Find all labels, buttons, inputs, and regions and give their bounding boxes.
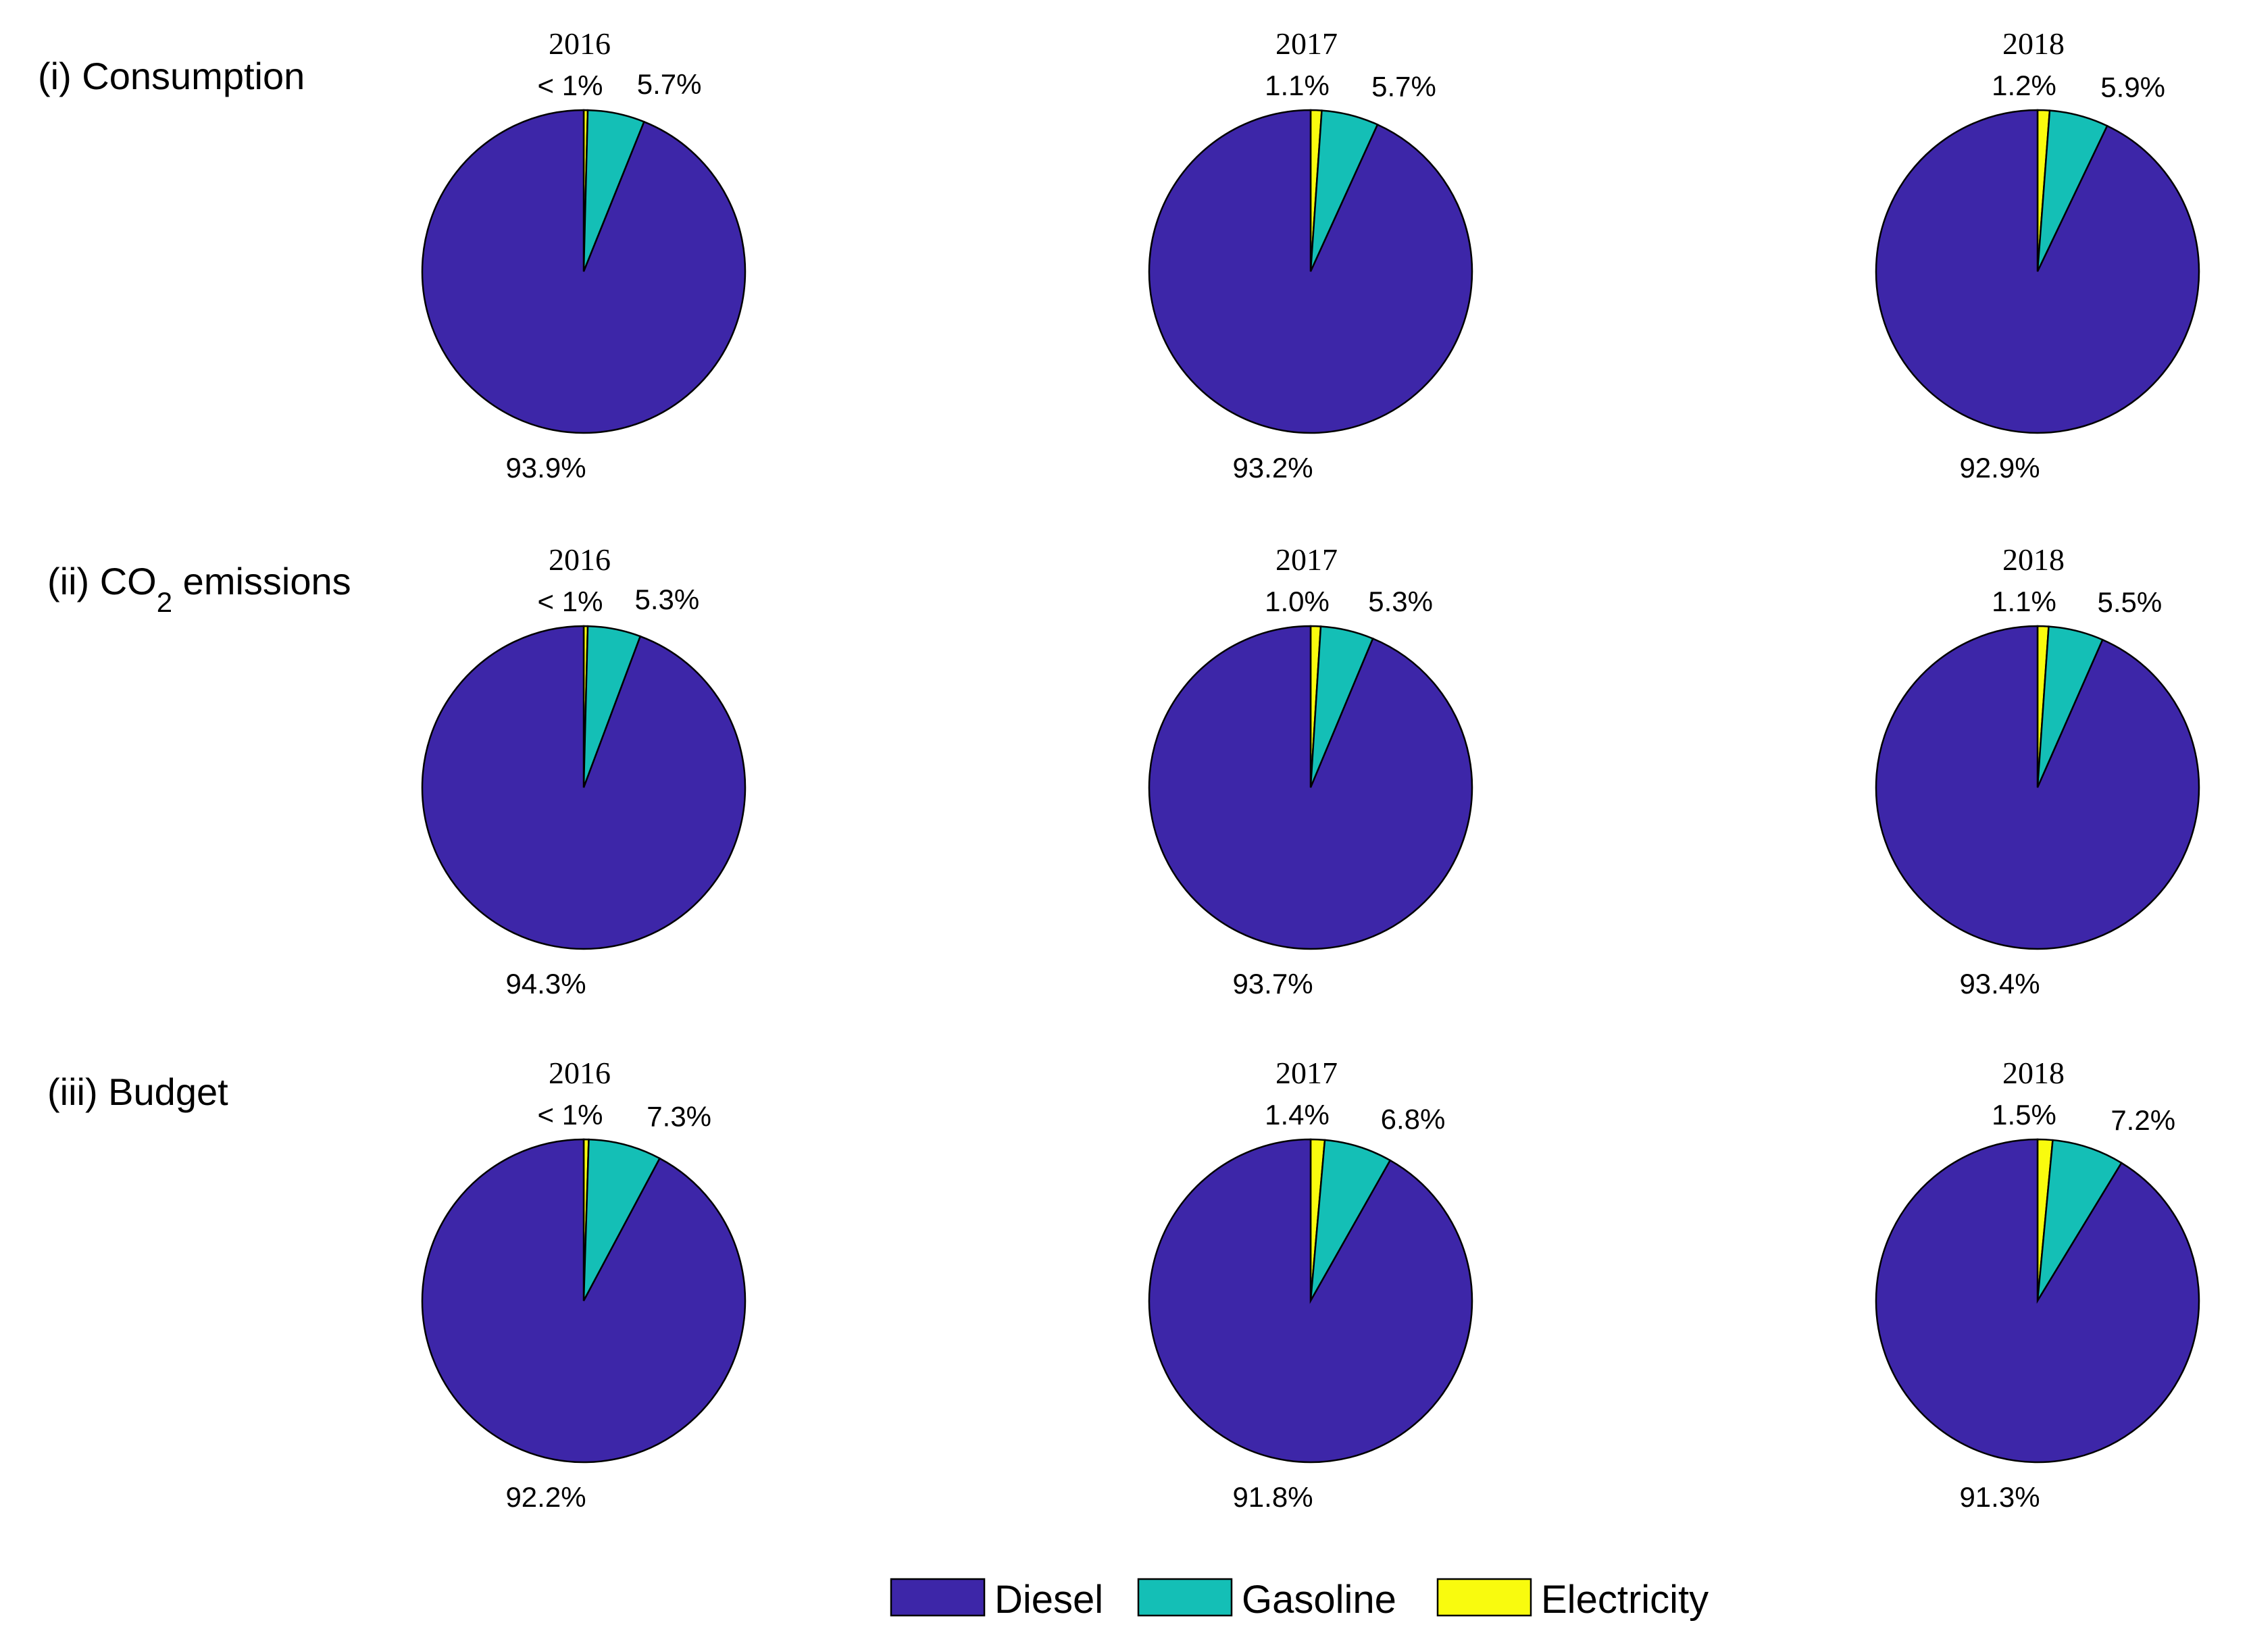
pie-title-r1-2016: 2016 xyxy=(549,542,611,577)
legend-swatch-electricity xyxy=(1436,1578,1532,1617)
pie-label-diesel-r2-2016: 92.2% xyxy=(505,1481,586,1513)
legend-swatch-diesel xyxy=(890,1578,986,1617)
row-title-budget: (iii) Budget xyxy=(47,1070,228,1113)
pie-label-electricity-r1-2018: 1.1% xyxy=(1992,586,2056,617)
pie-label-gasoline-r1-2017: 5.3% xyxy=(1368,586,1433,617)
legend-label-electricity: Electricity xyxy=(1541,1578,1709,1622)
pie-label-electricity-r1-2017: 1.0% xyxy=(1265,586,1330,617)
pie-slice-gasoline-r2-2018 xyxy=(2036,1139,2123,1301)
pie-title-r1-2017: 2017 xyxy=(1275,542,1338,577)
pie-label-diesel-r1-2017: 93.7% xyxy=(1232,968,1313,1000)
pie-label-electricity-r0-2017: 1.1% xyxy=(1265,70,1330,101)
pie-title-r1-2018: 2018 xyxy=(2002,542,2065,577)
pie-slice-diesel-r1-2018 xyxy=(1875,625,2200,950)
pie-label-electricity-r2-2017: 1.4% xyxy=(1265,1099,1330,1131)
pie-slice-diesel-r2-2017 xyxy=(1148,1138,1473,1464)
pie-label-electricity-r1-2016: < 1% xyxy=(538,586,603,617)
row-title-co2-subscript: 2 xyxy=(157,586,172,618)
pie-slice-diesel-r0-2018 xyxy=(1875,109,2200,434)
pie-label-electricity-r0-2018: 1.2% xyxy=(1992,70,2056,101)
pie-label-diesel-r0-2017: 93.2% xyxy=(1232,452,1313,484)
pie-title-r2-2018: 2018 xyxy=(2002,1056,2065,1090)
pie-label-diesel-r1-2018: 93.4% xyxy=(1959,968,2040,1000)
pie-title-r0-2017: 2017 xyxy=(1275,26,1338,61)
pie-label-gasoline-r0-2016: 5.7% xyxy=(637,68,702,100)
pie-label-gasoline-r1-2016: 5.3% xyxy=(635,584,700,615)
pie-title-r0-2016: 2016 xyxy=(549,26,611,61)
legend-label-diesel: Diesel xyxy=(994,1578,1103,1622)
legend-label-gasoline: Gasoline xyxy=(1242,1578,1396,1622)
pie-label-electricity-r0-2016: < 1% xyxy=(538,70,603,101)
pie-label-diesel-r2-2017: 91.8% xyxy=(1232,1481,1313,1513)
row-title-co2-main: (ii) CO xyxy=(47,560,157,602)
pie-slice-diesel-r2-2018 xyxy=(1875,1138,2200,1464)
row-title-co2-emissions: (ii) CO2 emissions xyxy=(47,560,351,618)
pie-slice-gasoline-r2-2016 xyxy=(582,1138,661,1301)
pie-label-gasoline-r1-2018: 5.5% xyxy=(2098,586,2163,618)
row-title-consumption: (i) Consumption xyxy=(38,55,305,97)
pies-group: 2016 < 1% 5.7% 93.9% 2017 1.1% 5.7% 93.2% 2018 1.… xyxy=(421,26,2200,1513)
pie-label-diesel-r1-2016: 94.3% xyxy=(505,968,586,1000)
pie-label-electricity-r2-2016: < 1% xyxy=(538,1099,603,1131)
row-title-co2-suffix: emissions xyxy=(172,560,351,602)
legend-swatch-gasoline xyxy=(1137,1578,1233,1617)
pie-slice-diesel-r0-2016 xyxy=(421,109,747,434)
pie-label-gasoline-r0-2017: 5.7% xyxy=(1371,70,1436,102)
pie-title-r2-2017: 2017 xyxy=(1275,1056,1338,1090)
pie-title-r0-2018: 2018 xyxy=(2002,26,2065,61)
pie-label-diesel-r0-2018: 92.9% xyxy=(1959,452,2040,484)
pie-label-diesel-r0-2016: 93.9% xyxy=(505,452,586,484)
pie-label-gasoline-r2-2018: 7.2% xyxy=(2111,1104,2175,1136)
pie-title-r2-2016: 2016 xyxy=(549,1056,611,1090)
pie-slice-diesel-r0-2017 xyxy=(1148,109,1473,434)
pie-label-diesel-r2-2018: 91.3% xyxy=(1959,1481,2040,1513)
pie-slice-diesel-r2-2016 xyxy=(421,1138,747,1464)
legend: Diesel Gasoline Electricity xyxy=(890,1578,1709,1622)
pie-slice-diesel-r1-2017 xyxy=(1148,625,1473,950)
pie-label-gasoline-r2-2017: 6.8% xyxy=(1381,1103,1446,1135)
pie-slice-diesel-r1-2016 xyxy=(421,625,747,950)
pie-label-gasoline-r0-2018: 5.9% xyxy=(2100,72,2165,103)
pie-label-electricity-r2-2018: 1.5% xyxy=(1992,1099,2056,1131)
pie-label-gasoline-r2-2016: 7.3% xyxy=(647,1101,711,1133)
